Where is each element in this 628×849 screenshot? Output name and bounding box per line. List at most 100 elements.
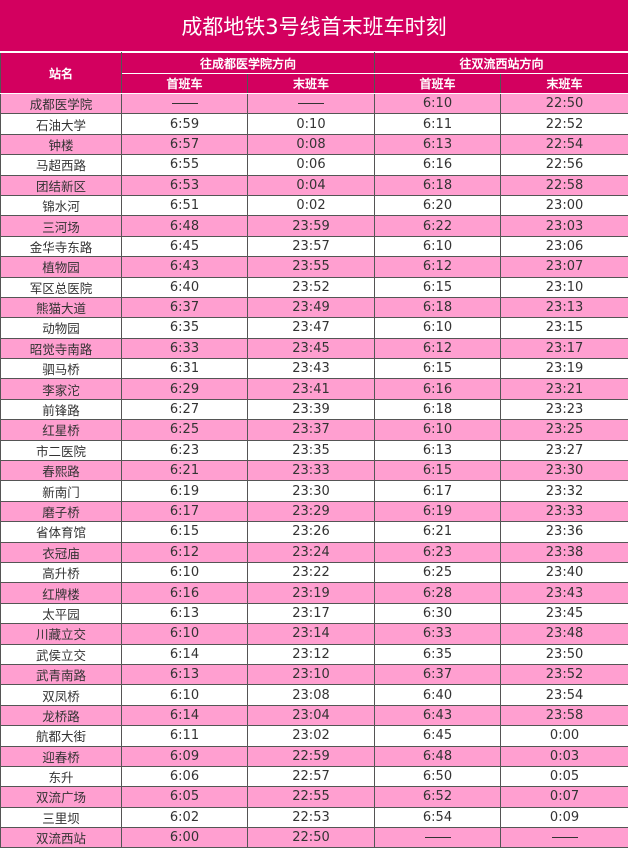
first-train-to-shuangliu-west: 6:28	[374, 582, 502, 604]
table-row: 双凤桥 6:10 23:08 6:40 23:54	[0, 684, 628, 706]
table-row: 红牌楼 6:16 23:19 6:28 23:43	[0, 582, 628, 604]
last-train-to-chengdu-medical: 22:59	[246, 745, 376, 767]
first-train-to-shuangliu-west: 6:15	[374, 460, 502, 482]
first-train-to-chengdu-medical: 6:45	[121, 235, 248, 258]
first-train-to-chengdu-medical: 6:23	[121, 439, 248, 462]
station-name: 衣冠庙	[0, 541, 122, 563]
table-row: 团结新区 6:53 0:04 6:18 22:58	[0, 174, 628, 196]
first-train-to-chengdu-medical: 6:21	[121, 460, 248, 482]
last-train-to-shuangliu-west: 23:32	[500, 480, 628, 502]
first-train-to-chengdu-medical: 6:06	[121, 765, 248, 788]
table-row: 三里坝 6:02 22:53 6:54 0:09	[0, 806, 628, 829]
last-train-to-chengdu-medical: 22:57	[246, 765, 376, 788]
last-train-to-chengdu-medical: 23:45	[246, 337, 376, 360]
last-train-to-chengdu-medical: 23:55	[246, 256, 376, 278]
station-name: 金华寺东路	[0, 235, 122, 258]
table-row: 锦水河 6:51 0:02 6:20 23:00	[0, 194, 628, 217]
station-name: 双流西站	[0, 827, 122, 849]
last-train-to-chengdu-medical: 23:17	[246, 602, 376, 625]
last-train-to-chengdu-medical: 23:35	[246, 439, 376, 462]
first-train-to-chengdu-medical: 6:09	[121, 745, 248, 767]
first-train-header: 首班车	[121, 73, 248, 94]
table-row: 动物园 6:35 23:47 6:10 23:15	[0, 317, 628, 339]
table-row: 李家沱 6:29 23:41 6:16 23:21	[0, 378, 628, 400]
first-train-to-shuangliu-west: 6:11	[374, 113, 502, 135]
first-train-to-shuangliu-west: 6:20	[374, 194, 502, 217]
first-train-to-shuangliu-west: 6:18	[374, 174, 502, 196]
last-train-to-chengdu-medical: 23:12	[246, 643, 376, 665]
last-train-to-chengdu-medical: 23:33	[246, 460, 376, 482]
first-train-to-shuangliu-west: 6:45	[374, 725, 502, 747]
first-train-to-shuangliu-west: 6:35	[374, 643, 502, 665]
last-train-to-shuangliu-west: 22:54	[500, 133, 628, 156]
last-train-to-chengdu-medical: 0:02	[246, 194, 376, 217]
last-train-to-shuangliu-west: 0:07	[500, 786, 628, 808]
last-train-to-chengdu-medical: 22:55	[246, 786, 376, 808]
first-train-to-shuangliu-west: 6:52	[374, 786, 502, 808]
first-train-to-chengdu-medical: 6:15	[121, 521, 248, 543]
station-name: 迎春桥	[0, 745, 122, 767]
last-train-to-chengdu-medical: 23:47	[246, 317, 376, 339]
direction-header-chengdu-medical: 往成都医学院方向	[120, 52, 376, 74]
first-train-to-shuangliu-west: 6:13	[374, 439, 502, 462]
last-train-to-chengdu-medical: 23:10	[246, 663, 376, 686]
table-row: 双流西站 6:00 22:50	[0, 827, 628, 849]
timetable: 站名 往成都医学院方向 往双流西站方向 首班车 末班车 首班车 末班车 成都医学…	[0, 52, 628, 849]
station-name: 龙桥路	[0, 704, 122, 727]
last-train-to-shuangliu-west: 23:03	[500, 215, 628, 237]
table-row: 春熙路 6:21 23:33 6:15 23:30	[0, 460, 628, 482]
first-train-to-shuangliu-west: 6:18	[374, 398, 502, 421]
last-train-header: 末班车	[500, 73, 628, 94]
first-train-to-chengdu-medical: 6:11	[121, 725, 248, 747]
first-train-to-shuangliu-west: 6:19	[374, 500, 502, 523]
first-train-to-shuangliu-west: 6:16	[374, 154, 502, 176]
last-train-to-shuangliu-west	[500, 827, 628, 849]
first-train-to-chengdu-medical: 6:13	[121, 663, 248, 686]
last-train-to-shuangliu-west: 23:15	[500, 317, 628, 339]
station-name: 市二医院	[0, 439, 122, 462]
table-row: 马超西路 6:55 0:06 6:16 22:56	[0, 154, 628, 176]
last-train-to-chengdu-medical: 23:30	[246, 480, 376, 502]
last-train-to-shuangliu-west: 22:52	[500, 113, 628, 135]
first-train-to-chengdu-medical: 6:57	[121, 133, 248, 156]
table-row: 川藏立交 6:10 23:14 6:33 23:48	[0, 623, 628, 645]
first-train-to-chengdu-medical: 6:12	[121, 541, 248, 563]
last-train-to-chengdu-medical: 23:04	[246, 704, 376, 727]
station-name: 红星桥	[0, 419, 122, 441]
table-row: 成都医学院 6:10 22:50	[0, 92, 628, 115]
last-train-to-chengdu-medical: 0:08	[246, 133, 376, 156]
first-train-to-chengdu-medical: 6:59	[121, 113, 248, 135]
table-row: 武侯立交 6:14 23:12 6:35 23:50	[0, 643, 628, 665]
no-service-dash	[424, 837, 451, 839]
last-train-to-shuangliu-west: 23:06	[500, 235, 628, 258]
last-train-to-shuangliu-west: 23:50	[500, 643, 628, 665]
first-train-to-shuangliu-west: 6:12	[374, 337, 502, 360]
first-train-to-chengdu-medical: 6:55	[121, 154, 248, 176]
station-name: 武侯立交	[0, 643, 122, 665]
no-service-dash	[551, 837, 578, 839]
last-train-to-chengdu-medical: 23:02	[246, 725, 376, 747]
last-train-to-shuangliu-west: 23:17	[500, 337, 628, 360]
last-train-to-chengdu-medical: 23:29	[246, 500, 376, 523]
first-train-to-shuangliu-west: 6:37	[374, 663, 502, 686]
last-train-to-shuangliu-west: 22:56	[500, 154, 628, 176]
last-train-to-chengdu-medical: 23:19	[246, 582, 376, 604]
station-name: 植物园	[0, 256, 122, 278]
last-train-to-shuangliu-west: 0:09	[500, 806, 628, 829]
first-train-to-shuangliu-west: 6:10	[374, 92, 502, 115]
station-name: 军区总医院	[0, 276, 122, 298]
first-train-to-chengdu-medical: 6:16	[121, 582, 248, 604]
table-row: 石油大学 6:59 0:10 6:11 22:52	[0, 113, 628, 135]
last-train-to-shuangliu-west: 23:21	[500, 378, 628, 400]
first-train-to-chengdu-medical: 6:17	[121, 500, 248, 523]
no-service-dash	[171, 103, 198, 105]
station-name: 航都大街	[0, 725, 122, 747]
first-train-to-shuangliu-west: 6:22	[374, 215, 502, 237]
last-train-to-chengdu-medical: 23:26	[246, 521, 376, 543]
table-row: 军区总医院 6:40 23:52 6:15 23:10	[0, 276, 628, 298]
station-name: 动物园	[0, 317, 122, 339]
station-name: 前锋路	[0, 398, 122, 421]
last-train-to-shuangliu-west: 23:33	[500, 500, 628, 523]
station-name: 马超西路	[0, 154, 122, 176]
last-train-to-shuangliu-west: 0:03	[500, 745, 628, 767]
